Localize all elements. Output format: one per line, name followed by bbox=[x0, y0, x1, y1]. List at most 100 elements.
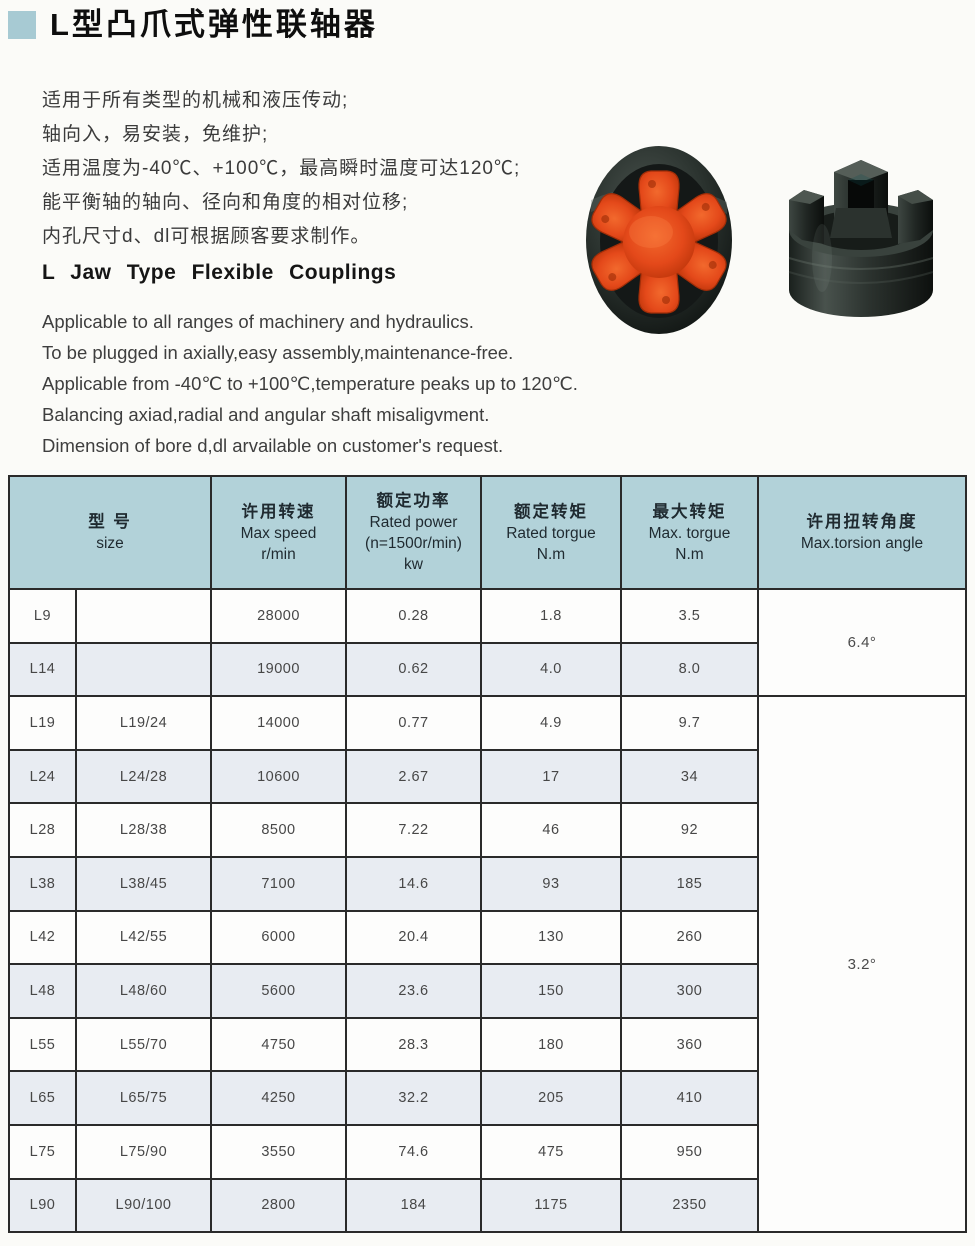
cell-rated-torque: 205 bbox=[480, 1070, 622, 1126]
cell-rated-torque: 130 bbox=[480, 909, 622, 966]
cell-model: L19 bbox=[8, 695, 77, 751]
cell-rated-torque: 46 bbox=[480, 802, 622, 858]
cell-max-speed: 19000 bbox=[210, 641, 347, 698]
page-title: L型凸爪式弹性联轴器 bbox=[50, 7, 378, 42]
cell-rated-power: 20.4 bbox=[345, 909, 482, 966]
table-row-l65: L65 L65/75 4250 32.2 205 410 bbox=[8, 1070, 966, 1126]
cell-size: L48/60 bbox=[75, 963, 212, 1019]
table-row-l75: L75 L75/90 3550 74.6 475 950 bbox=[8, 1123, 966, 1180]
features-english: Applicable to all ranges of machinery an… bbox=[42, 306, 578, 461]
cell-size: L42/55 bbox=[75, 909, 212, 966]
cell-rated-power: 0.62 bbox=[345, 641, 482, 698]
header-size-en: size bbox=[96, 535, 124, 552]
header-rated-power: 额定功率 Rated power (n=1500r/min) kw bbox=[345, 475, 482, 590]
feature-line-cn: 适用于所有类型的机械和液压传动; bbox=[42, 90, 349, 111]
cell-max-torque: 3.5 bbox=[620, 588, 759, 644]
header-angle-en: Max.torsion angle bbox=[800, 535, 924, 552]
cell-size: L75/90 bbox=[75, 1123, 212, 1180]
cell-max-speed: 4750 bbox=[210, 1016, 347, 1073]
english-heading: L Jaw Type Flexible Couplings bbox=[42, 261, 397, 284]
cell-rated-power: 74.6 bbox=[345, 1123, 482, 1180]
feature-line-en: Applicable to all ranges of machinery an… bbox=[42, 311, 474, 332]
cell-model: L14 bbox=[8, 641, 77, 698]
cell-rated-torque: 4.0 bbox=[480, 641, 622, 698]
header-size-cn: 型 号 bbox=[88, 513, 132, 531]
cell-rated-torque: 1175 bbox=[480, 1177, 622, 1234]
cell-max-torque: 9.7 bbox=[620, 695, 759, 751]
table-row-l19: L19 L19/24 14000 0.77 4.9 9.7 3.2° bbox=[8, 695, 967, 1234]
cell-max-torque: 8.0 bbox=[620, 641, 759, 698]
cell-max-speed: 6000 bbox=[210, 909, 347, 966]
cell-size bbox=[75, 641, 212, 698]
table-row-l38: L38 L38/45 7100 14.6 93 185 bbox=[8, 855, 966, 912]
cell-max-torque: 2350 bbox=[620, 1177, 759, 1234]
spec-table-body: L9 28000 0.28 1.8 3.5 6.4° L14 19000 0.62 4.0 8.0 L… bbox=[8, 587, 967, 1234]
feature-line-en: To be plugged in axially,easy assembly,m… bbox=[42, 342, 514, 363]
feature-line-en: Balancing axiad,radial and angular shaft… bbox=[42, 404, 490, 425]
cell-size: L24/28 bbox=[75, 748, 212, 805]
cell-model: L48 bbox=[8, 963, 77, 1019]
cell-torsion-angle: 6.4° bbox=[757, 587, 967, 698]
feature-line-cn: 适用温度为-40℃、+100℃，最高瞬时温度可达120℃; bbox=[42, 158, 521, 179]
cell-model: L24 bbox=[8, 748, 77, 805]
header-speed-unit: r/min bbox=[261, 545, 296, 563]
spec-table-header: 型 号 size 许用转速 Max speed r/min 额定功率 Rated… bbox=[8, 475, 967, 590]
cell-max-torque: 300 bbox=[620, 963, 759, 1019]
cell-model: L75 bbox=[8, 1123, 77, 1180]
jaw-hub-image bbox=[772, 138, 950, 343]
header-power-cond: (n=1500r/min) bbox=[365, 535, 462, 552]
header-max-torque-en: Max. torgue bbox=[648, 524, 731, 542]
table-row-l42: L42 L42/55 6000 20.4 130 260 bbox=[8, 909, 966, 966]
cell-rated-torque: 4.9 bbox=[480, 695, 622, 751]
cell-rated-torque: 150 bbox=[480, 963, 622, 1019]
cell-model: L38 bbox=[8, 855, 77, 912]
cell-max-speed: 4250 bbox=[210, 1070, 347, 1126]
feature-line-cn: 轴向入，易安装，免维护; bbox=[42, 124, 269, 145]
table-row-l28: L28 L28/38 8500 7.22 46 92 bbox=[8, 802, 966, 858]
cell-rated-power: 0.77 bbox=[345, 695, 482, 751]
feature-line-cn: 内孔尺寸d、dl可根据顾客要求制作。 bbox=[42, 226, 371, 247]
cell-max-speed: 3550 bbox=[210, 1123, 347, 1180]
feature-line-cn: 能平衡轴的轴向、径向和角度的相对位移; bbox=[42, 192, 409, 213]
header-rated-torque: 额定转矩 Rated torgue N.m bbox=[480, 475, 622, 590]
cell-max-speed: 7100 bbox=[210, 855, 347, 912]
cell-max-speed: 28000 bbox=[210, 588, 347, 644]
header-power-en: Rated power bbox=[369, 514, 458, 531]
feature-line-en: Dimension of bore d,dl arvailable on cus… bbox=[42, 435, 504, 456]
cell-rated-torque: 475 bbox=[480, 1123, 622, 1180]
spider-coupling-svg bbox=[586, 146, 732, 334]
header-max-torque: 最大转矩 Max. torgue N.m bbox=[620, 475, 759, 590]
table-row-l24: L24 L24/28 10600 2.67 17 34 bbox=[8, 748, 966, 805]
cell-max-speed: 2800 bbox=[210, 1177, 347, 1234]
cell-rated-power: 23.6 bbox=[345, 963, 482, 1019]
header-size: 型 号 size bbox=[8, 475, 212, 590]
cell-rated-power: 184 bbox=[345, 1177, 482, 1234]
cell-size: L38/45 bbox=[75, 855, 212, 912]
table-row-l14: L14 19000 0.62 4.0 8.0 bbox=[8, 641, 966, 698]
cell-torsion-angle: 3.2° bbox=[757, 695, 967, 1234]
table-row-l9: L9 28000 0.28 1.8 3.5 6.4° bbox=[8, 587, 967, 698]
cell-max-speed: 10600 bbox=[210, 748, 347, 805]
header-speed-cn: 许用转速 bbox=[241, 502, 316, 521]
header-max-torque-unit: N.m bbox=[675, 545, 704, 563]
cell-size: L65/75 bbox=[75, 1070, 212, 1126]
cell-max-torque: 260 bbox=[620, 909, 759, 966]
header-angle-cn: 许用扭转角度 bbox=[806, 513, 918, 531]
header-max-torque-cn: 最大转矩 bbox=[652, 502, 727, 521]
cell-max-speed: 14000 bbox=[210, 695, 347, 751]
table-row-l48: L48 L48/60 5600 23.6 150 300 bbox=[8, 963, 966, 1019]
cell-rated-torque: 17 bbox=[480, 748, 622, 805]
header-max-speed: 许用转速 Max speed r/min bbox=[210, 475, 347, 590]
cell-size: L55/70 bbox=[75, 1016, 212, 1073]
cell-model: L55 bbox=[8, 1016, 77, 1073]
cell-model: L65 bbox=[8, 1070, 77, 1126]
cell-size: L28/38 bbox=[75, 802, 212, 858]
cell-size bbox=[75, 588, 212, 644]
cell-model: L42 bbox=[8, 909, 77, 966]
cell-model: L90 bbox=[8, 1177, 77, 1234]
cell-max-torque: 410 bbox=[620, 1070, 759, 1126]
header-rated-torque-cn: 额定转矩 bbox=[514, 502, 588, 521]
cell-rated-power: 2.67 bbox=[345, 748, 482, 805]
cell-max-torque: 360 bbox=[620, 1016, 759, 1073]
